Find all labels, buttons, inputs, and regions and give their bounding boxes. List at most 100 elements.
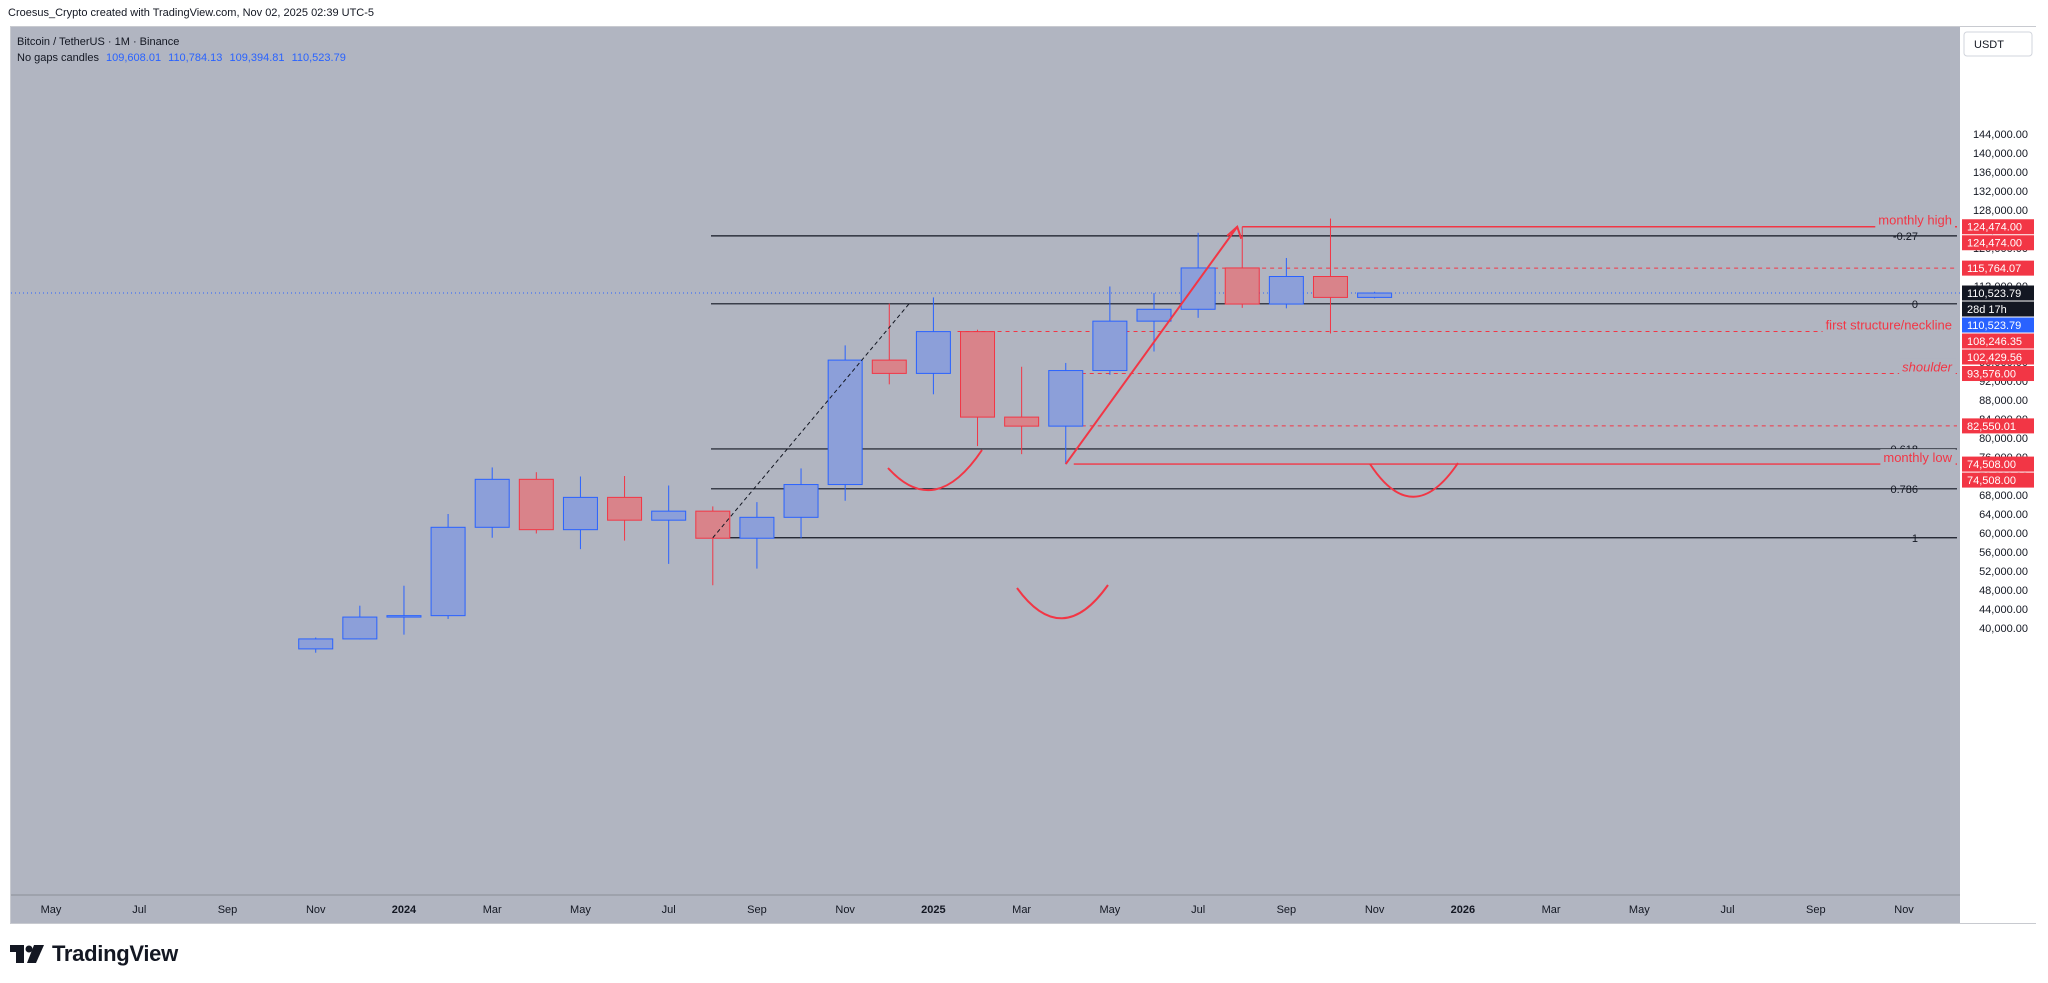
candle-body (783, 484, 819, 518)
time-tick-label: Jul (1721, 904, 1735, 916)
level-label: monthly low (1883, 450, 1952, 465)
time-tick-label: May (41, 904, 62, 916)
fib-trend-line[interactable] (712, 303, 910, 539)
left-shoulder-curve[interactable] (887, 449, 983, 492)
price-tick-label: 80,000.00 (1979, 433, 2028, 445)
candle[interactable] (342, 605, 378, 640)
right-shoulder-curve[interactable] (1369, 462, 1459, 498)
price-tag (1962, 456, 2034, 472)
candle[interactable] (298, 637, 334, 653)
candle[interactable] (562, 476, 598, 550)
price-tag-label: 82,550.01 (1967, 421, 2016, 433)
candle[interactable] (651, 485, 687, 564)
candle[interactable] (430, 514, 466, 619)
price-tag-label: 28d 17h (1967, 304, 2007, 316)
candle[interactable] (474, 467, 510, 538)
symbol-title: Bitcoin / TetherUS · 1M · Binance (17, 36, 180, 48)
price-tag-label: 110,523.79 (1967, 288, 2021, 300)
price-tag (1962, 418, 2034, 434)
candle[interactable] (1224, 226, 1260, 308)
candle[interactable] (386, 585, 422, 635)
level-label: monthly high (1878, 213, 1952, 228)
price-tag (1962, 301, 2034, 317)
time-tick-label: Nov (1365, 904, 1385, 916)
candle-body (474, 478, 510, 528)
price-tag-label: 110,523.79 (1967, 320, 2021, 332)
candle[interactable] (607, 476, 643, 541)
candle-body (1357, 292, 1393, 298)
candle-body (827, 359, 863, 486)
level-label-bg (1899, 358, 1956, 376)
ohlc-high: 110,784.13 (168, 52, 223, 64)
time-tick-label: Jul (132, 904, 146, 916)
candle-body (1268, 276, 1304, 305)
price-tag (1962, 333, 2034, 349)
candle-body (960, 331, 996, 418)
candle-body (915, 331, 951, 374)
fib-level-label: 0 (1912, 299, 1918, 311)
ohlc-open: 109,608.01 (106, 52, 162, 64)
level-label: shoulder (1902, 360, 1953, 375)
candle[interactable] (871, 303, 907, 385)
candle[interactable] (1180, 232, 1216, 318)
tradingview-logo[interactable]: TradingView (10, 938, 178, 970)
price-tick-label: 144,000.00 (1973, 129, 2028, 141)
candle[interactable] (783, 468, 819, 539)
trend-arrow-head (1226, 224, 1243, 240)
time-tick-label: Nov (835, 904, 855, 916)
candle[interactable] (1357, 291, 1393, 299)
price-tag-label: 124,474.00 (1967, 238, 2022, 250)
plot-background (11, 27, 1960, 895)
fib-level-label: 0.786 (1890, 484, 1918, 496)
candle[interactable] (1312, 218, 1348, 334)
candle-body (607, 496, 643, 521)
candle-body (1224, 267, 1260, 305)
candle[interactable] (1268, 257, 1304, 309)
candle-body (1048, 370, 1084, 427)
candle-body (871, 359, 907, 374)
price-tick-label: 64,000.00 (1979, 509, 2028, 521)
time-tick-label: May (1629, 904, 1650, 916)
time-tick-label: Jul (1191, 904, 1205, 916)
fib-level-label: 1 (1912, 533, 1918, 545)
time-tick-label: Sep (1806, 904, 1826, 916)
time-tick-label: Nov (306, 904, 326, 916)
fib-level-label: -0.27 (1893, 231, 1918, 243)
price-tick-label: 140,000.00 (1973, 148, 2028, 160)
top-bar: Croesus_Crypto created with TradingView.… (0, 0, 2048, 26)
time-tick-label: May (1099, 904, 1120, 916)
price-tag-label: 74,508.00 (1967, 459, 2016, 471)
ohlc-low: 109,394.81 (229, 52, 285, 64)
candle-body (342, 616, 378, 640)
candle-body (651, 510, 687, 521)
time-tick-label: Mar (1012, 904, 1031, 916)
tradingview-logo-icon (10, 945, 44, 963)
price-tag-label: 102,429.56 (1967, 352, 2022, 364)
price-tick-label: 40,000.00 (1979, 623, 2028, 635)
time-tick-label: Sep (747, 904, 767, 916)
candle[interactable] (827, 345, 863, 501)
candle[interactable] (1004, 366, 1040, 455)
candle-body (1312, 276, 1348, 298)
ohlc-row: No gaps candles 109,608.01 110,784.13 10… (17, 50, 346, 66)
price-tag-label: 74,508.00 (1967, 475, 2016, 487)
time-axis-background[interactable] (11, 895, 1960, 923)
candle[interactable] (518, 472, 554, 534)
price-tag-label: 124,474.00 (1967, 222, 2022, 234)
candle[interactable] (1092, 286, 1128, 375)
time-tick-label: 2025 (921, 904, 945, 916)
time-tick-label: Mar (1542, 904, 1561, 916)
price-tag (1962, 349, 2034, 365)
candle[interactable] (960, 329, 996, 447)
time-tick-label: Sep (218, 904, 238, 916)
currency-button[interactable] (1963, 31, 2033, 57)
trend-arrow[interactable] (1064, 226, 1239, 465)
price-tick-label: 132,000.00 (1973, 186, 2028, 198)
candle[interactable] (739, 502, 775, 569)
candle[interactable] (915, 297, 951, 395)
level-label-bg (1875, 211, 1955, 229)
candle-body (386, 615, 422, 618)
head-curve[interactable] (1016, 584, 1109, 620)
candle[interactable] (1048, 362, 1084, 465)
